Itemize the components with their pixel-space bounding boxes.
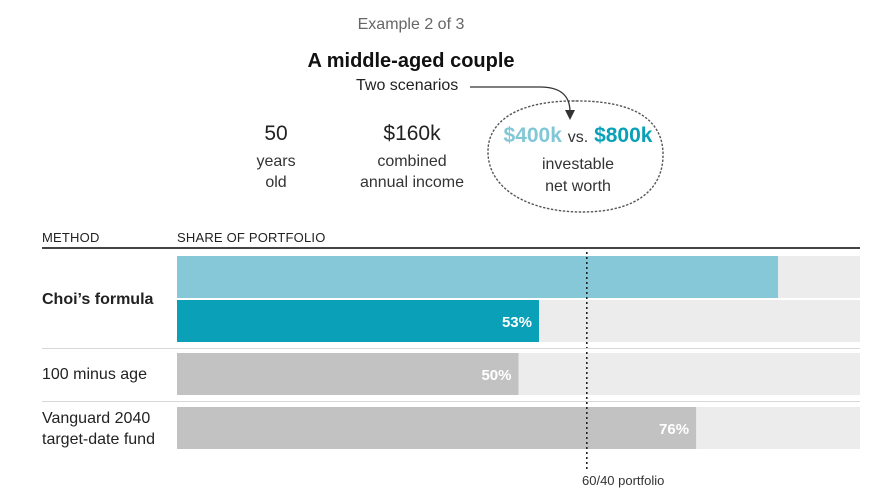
- age-value: 50: [264, 122, 288, 145]
- networth-low-value: $400k: [503, 124, 562, 147]
- column-header-share: SHARE OF PORTFOLIO: [177, 230, 326, 245]
- arrow-head: [565, 110, 575, 120]
- reference-line-label: 60/40 portfolio: [582, 473, 665, 488]
- row-label-vanguard-line1: Vanguard 2040: [42, 410, 151, 427]
- highlight-circle: [487, 100, 664, 213]
- row-separator: [42, 401, 860, 402]
- age-label-line1: years: [256, 153, 296, 170]
- bar: [177, 300, 539, 342]
- arrow-line: [470, 86, 571, 113]
- networth-label-line2: net worth: [545, 178, 611, 195]
- row-label-choi: Choi’s formula: [42, 291, 154, 308]
- age-label-line2: old: [265, 174, 287, 191]
- bar: [177, 353, 519, 395]
- column-header-method: METHOD: [42, 230, 100, 245]
- networth-values: $400k vs. $800k: [496, 124, 660, 148]
- bar: [177, 256, 779, 298]
- networth-vs: vs.: [567, 129, 589, 146]
- bars-group: 53% 50% 76%: [177, 252, 860, 470]
- row-label-vanguard-line2: target-date fund: [42, 431, 155, 448]
- row-separator: [42, 348, 860, 349]
- networth-high-value: $800k: [594, 124, 653, 147]
- bar-value-label: 50%: [481, 367, 511, 384]
- chart-subtitle: Two scenarios: [356, 77, 459, 94]
- header-rule: [42, 247, 860, 249]
- income-value: $160k: [383, 122, 441, 145]
- networth-label-line1: investable: [541, 156, 615, 173]
- income-label-line1: combined: [377, 153, 447, 170]
- row-label-100-minus-age: 100 minus age: [42, 366, 147, 383]
- bar: [177, 407, 697, 449]
- bar-value-label: 53%: [502, 314, 532, 331]
- bar-value-label: 76%: [659, 421, 689, 438]
- example-label: Example 2 of 3: [357, 16, 465, 33]
- income-label-line2: annual income: [359, 174, 465, 191]
- chart-title: A middle-aged couple: [307, 50, 515, 72]
